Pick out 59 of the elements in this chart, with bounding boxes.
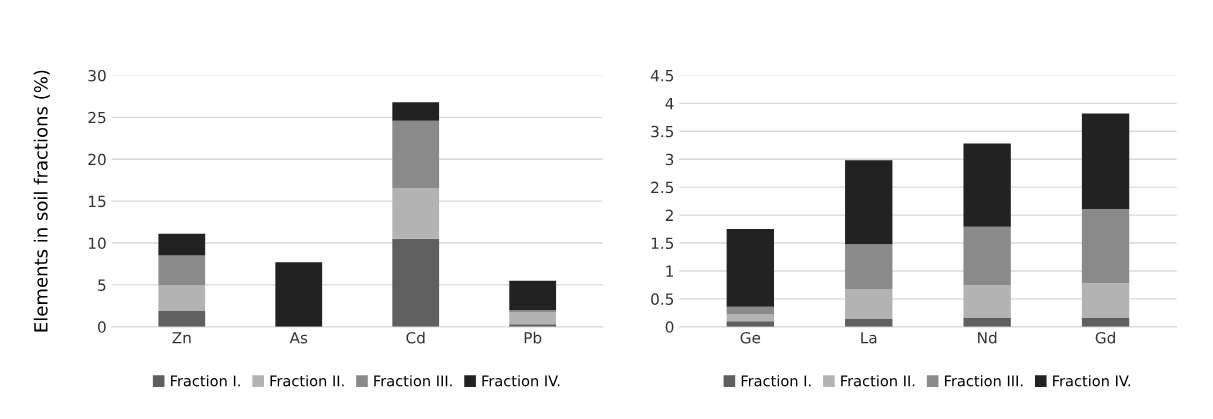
y-tick-label: 4 [665, 98, 674, 110]
legend-label: Fraction I. [741, 375, 811, 387]
x-tick-label: Gd [1095, 331, 1115, 344]
bar [392, 102, 440, 121]
y-tick-label: 15 [88, 195, 106, 208]
y-tick-label: 0 [665, 321, 674, 333]
y-tick-label: 0.5 [651, 293, 674, 305]
bar [1081, 208, 1130, 284]
x-tick-label: As [289, 332, 308, 344]
bar [845, 244, 893, 290]
y-tick-label: 0 [98, 321, 106, 333]
bar [845, 289, 893, 319]
legend-label: Fraction IV. [482, 375, 560, 387]
bar [392, 238, 440, 327]
x-tick-label: Cd [406, 331, 425, 344]
y-tick-label: 1.5 [651, 237, 674, 250]
bar [509, 312, 557, 325]
bar [158, 255, 206, 285]
bar [726, 306, 775, 315]
x-tick-label: Zn [172, 332, 191, 344]
legend-label: Fraction IV. [1053, 375, 1131, 387]
y-axis-title: Elements in soil fractions (%) [33, 70, 50, 332]
bar [158, 284, 206, 311]
legend-label: Fraction I. [171, 375, 240, 387]
bar [509, 280, 557, 311]
y-tick-label: 5 [98, 279, 106, 291]
x-tick-label: Ge [740, 331, 761, 344]
y-tick-label: 20 [88, 153, 106, 166]
bar [509, 310, 557, 313]
bar [1081, 283, 1130, 318]
y-tick-label: 25 [88, 111, 106, 124]
x-tick-label: Pb [524, 331, 542, 344]
bar [392, 120, 440, 189]
y-tick-label: 4.5 [650, 70, 674, 82]
y-tick-label: 3.5 [651, 125, 674, 138]
bar [845, 160, 893, 245]
y-tick-label: 3 [665, 153, 674, 166]
bar [963, 226, 1011, 286]
bar [275, 262, 323, 327]
bar [158, 310, 206, 327]
legend-label: Fraction III. [374, 375, 452, 387]
bar [963, 317, 1011, 327]
y-tick-label: 30 [88, 69, 106, 82]
bar [963, 143, 1011, 227]
legend-label: Fraction II. [841, 375, 915, 387]
y-tick-label: 10 [88, 237, 106, 250]
x-tick-label: Nd [978, 331, 997, 344]
legend-label: Fraction III. [945, 375, 1023, 387]
x-tick-label: La [861, 332, 877, 344]
bar [726, 229, 775, 307]
legend-label: Fraction II. [270, 375, 344, 387]
bar [845, 318, 893, 327]
bar [1081, 113, 1130, 209]
y-tick-label: 2 [665, 209, 673, 221]
bar [392, 188, 440, 239]
bar [158, 233, 206, 256]
bar [963, 285, 1011, 318]
y-tick-label: 2.5 [651, 181, 674, 194]
y-tick-label: 1 [666, 265, 674, 277]
